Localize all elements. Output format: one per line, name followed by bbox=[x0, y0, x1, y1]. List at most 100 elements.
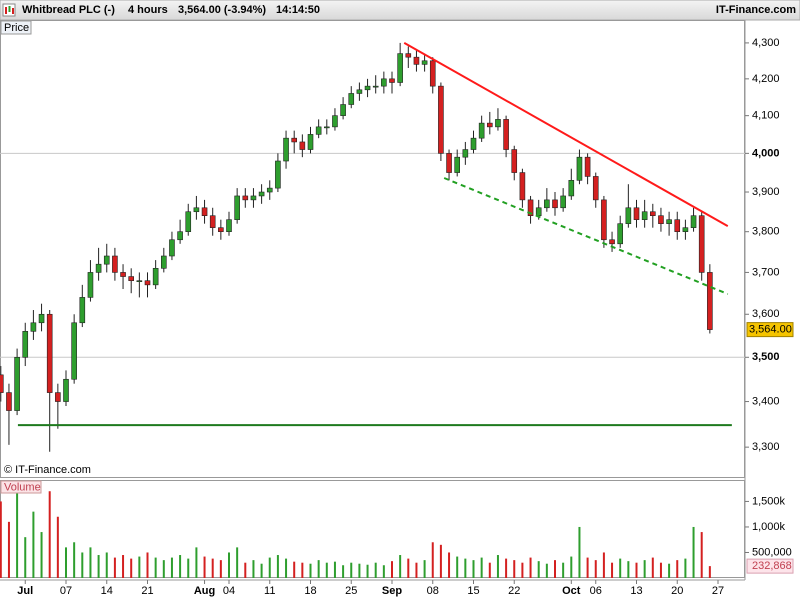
volume-bar bbox=[505, 558, 508, 578]
volume-bar bbox=[366, 564, 369, 578]
candle-body bbox=[666, 219, 672, 224]
volume-bar bbox=[203, 556, 206, 578]
volume-bar bbox=[676, 560, 679, 578]
y-tick-label: 1,500k bbox=[752, 495, 786, 507]
candle-body bbox=[601, 199, 607, 241]
candle-body bbox=[609, 239, 615, 245]
candle-body bbox=[201, 207, 208, 217]
header-time: 14:14:50 bbox=[276, 4, 320, 16]
volume-bar bbox=[619, 558, 622, 578]
volume-bar bbox=[358, 563, 361, 578]
candle-body bbox=[568, 180, 575, 197]
volume-bar bbox=[317, 560, 320, 578]
candle-body bbox=[0, 374, 4, 393]
volume-bar bbox=[692, 526, 695, 578]
candle-body bbox=[421, 60, 428, 65]
volume-bar bbox=[154, 557, 157, 578]
volume-bar bbox=[464, 558, 467, 578]
y-tick-label: 4,000 bbox=[752, 147, 780, 159]
volume-bar bbox=[130, 558, 133, 578]
volume-bar bbox=[374, 562, 377, 578]
candle-body bbox=[161, 255, 167, 269]
volume-bar bbox=[81, 552, 84, 578]
candle-body bbox=[6, 392, 12, 411]
candle-body bbox=[242, 195, 249, 201]
last-price-label: 3,564.00 bbox=[749, 324, 792, 336]
candle-body bbox=[511, 149, 518, 173]
volume-bar bbox=[399, 555, 402, 578]
price-panel bbox=[0, 20, 745, 478]
volume-bar bbox=[170, 557, 173, 578]
header-bar bbox=[0, 0, 800, 21]
volume-bar bbox=[32, 511, 35, 578]
volume-bar bbox=[545, 563, 548, 578]
volume-bar bbox=[570, 556, 573, 578]
x-tick-label: 07 bbox=[60, 585, 72, 597]
x-tick-label: 11 bbox=[264, 585, 275, 597]
candle-body bbox=[405, 53, 412, 58]
candle-body bbox=[576, 156, 583, 181]
last-volume-box bbox=[746, 558, 794, 574]
volume-bar bbox=[562, 562, 565, 578]
volume-bar bbox=[56, 516, 59, 578]
y-tick-label: 3,800 bbox=[752, 226, 780, 238]
x-tick-label: Oct bbox=[562, 585, 581, 597]
x-tick-label: 08 bbox=[427, 585, 439, 597]
volume-bar bbox=[448, 552, 451, 578]
volume-bar bbox=[105, 552, 108, 578]
x-tick-label: 06 bbox=[590, 585, 602, 597]
panel-label: Volume bbox=[4, 481, 41, 493]
candle-body bbox=[218, 227, 224, 232]
candle-body bbox=[674, 219, 681, 232]
x-tick-label: 21 bbox=[141, 585, 153, 597]
candle-body bbox=[633, 207, 640, 220]
volume-bar bbox=[513, 560, 516, 578]
y-tick-label: 1,000k bbox=[752, 521, 786, 533]
price-plot bbox=[0, 42, 745, 452]
x-tick-label: Sep bbox=[382, 585, 402, 597]
volume-bar bbox=[586, 557, 589, 578]
panel-label-box bbox=[0, 20, 32, 35]
candle-body bbox=[209, 215, 216, 228]
candle-body bbox=[454, 156, 461, 173]
candle-body bbox=[617, 223, 624, 245]
volume-bar bbox=[651, 557, 654, 578]
volume-bar bbox=[293, 561, 296, 578]
volume-bar bbox=[138, 556, 141, 578]
volume-bar bbox=[65, 547, 67, 578]
candle-body bbox=[177, 231, 183, 241]
volume-bar bbox=[684, 558, 687, 578]
volume-bar bbox=[122, 555, 125, 578]
candle-body bbox=[38, 313, 45, 324]
candle-body bbox=[275, 160, 281, 189]
volume-bar bbox=[187, 558, 190, 578]
last-volume-label: 232,868 bbox=[752, 560, 792, 572]
volume-bar bbox=[423, 560, 426, 578]
candle-body bbox=[332, 115, 338, 128]
candle-body bbox=[55, 392, 61, 402]
volume-bar bbox=[179, 555, 182, 578]
volume-plot bbox=[0, 481, 711, 578]
volume-bar bbox=[244, 562, 247, 578]
candle-body bbox=[185, 211, 192, 232]
volume-bar bbox=[24, 537, 27, 578]
candle-body bbox=[169, 239, 175, 257]
volume-bar bbox=[16, 481, 19, 578]
volume-bar bbox=[537, 561, 540, 578]
candle-body bbox=[103, 255, 110, 265]
candle-body bbox=[592, 176, 599, 201]
candle-body bbox=[120, 272, 126, 277]
volume-bar bbox=[391, 561, 393, 578]
panel-label-box bbox=[0, 480, 42, 494]
candle-body bbox=[625, 207, 632, 224]
candle-body bbox=[698, 215, 705, 273]
volume-bar bbox=[113, 557, 116, 578]
volume-bar bbox=[301, 562, 304, 578]
candle-body bbox=[152, 267, 159, 286]
volume-bar bbox=[480, 557, 483, 578]
candle-body bbox=[503, 119, 509, 150]
candle-body bbox=[46, 313, 53, 393]
volume-bar bbox=[415, 562, 418, 578]
y-tick-label: 500,000 bbox=[752, 546, 792, 558]
